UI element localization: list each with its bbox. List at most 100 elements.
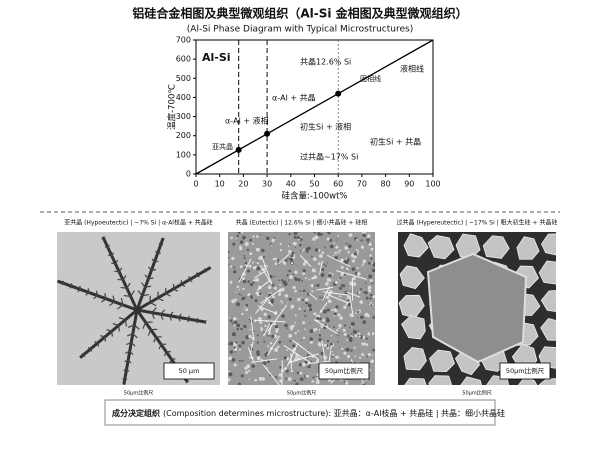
grain: [297, 278, 301, 282]
grain: [340, 265, 344, 269]
grain: [372, 361, 374, 363]
grain: [229, 265, 233, 268]
si-crystal: [403, 347, 427, 371]
grain: [334, 251, 337, 255]
grain: [344, 246, 349, 250]
grain: [323, 343, 328, 348]
annotation: α-Al + 液相: [225, 116, 269, 126]
grain: [356, 266, 359, 270]
dendrite-arm: [163, 351, 167, 357]
dendrite-arm: [126, 341, 132, 346]
grain: [343, 332, 347, 336]
grain: [240, 374, 244, 378]
grain: [362, 262, 365, 265]
dendrite-arm: [169, 358, 172, 364]
subtitle: (Al-Si Phase Diagram with Typical Micros…: [187, 25, 413, 35]
grain: [279, 366, 282, 369]
grain: [252, 242, 255, 245]
grain: [348, 244, 352, 248]
grain: [368, 303, 371, 306]
grain: [285, 377, 288, 380]
grain: [276, 262, 280, 266]
dendrite-arm: [111, 262, 116, 265]
grain: [311, 255, 313, 258]
dendrite-arm: [153, 336, 157, 343]
grain: [248, 369, 251, 372]
needle: [335, 270, 367, 280]
grain: [363, 342, 366, 346]
grain: [292, 273, 295, 275]
grain: [325, 318, 330, 323]
x-tick-label: 90: [404, 180, 414, 189]
grain: [350, 349, 353, 352]
grain: [253, 279, 256, 282]
grain: [234, 348, 238, 352]
grain: [362, 259, 367, 264]
si-crystal: [538, 378, 556, 385]
grain: [361, 264, 364, 267]
panel-caption: 过共晶 (Hypereutectic) | ~17% Si | 粗大初生硅 + …: [397, 219, 558, 227]
dendrite-arm: [151, 307, 157, 314]
grain: [240, 294, 242, 296]
grain: [322, 309, 327, 314]
dendrite-arm: [142, 322, 147, 329]
grain: [288, 250, 292, 254]
grain: [357, 310, 360, 313]
dendrite-arm: [155, 250, 158, 254]
grain: [369, 279, 373, 283]
grain: [351, 325, 353, 328]
grain: [294, 246, 297, 248]
grain: [316, 283, 320, 287]
grain: [366, 338, 369, 340]
grain: [260, 326, 263, 329]
y-tick-label: 100: [176, 150, 191, 159]
si-crystal: [482, 235, 510, 259]
grain: [247, 280, 251, 283]
grain: [235, 291, 237, 293]
dendrite: [101, 236, 139, 311]
grain: [299, 290, 301, 293]
dendrite-arm: [137, 290, 143, 297]
grain: [306, 354, 309, 357]
grain: [336, 341, 339, 343]
point: [264, 130, 271, 137]
grain: [308, 294, 310, 296]
grain: [292, 344, 296, 348]
grain: [372, 316, 375, 319]
grain: [287, 245, 290, 247]
needle: [238, 258, 252, 283]
dendrite-arm: [158, 344, 162, 350]
dendrite-arm: [204, 270, 208, 273]
grain: [231, 256, 235, 261]
grain: [312, 237, 316, 241]
needle: [299, 255, 312, 267]
grain: [228, 372, 233, 377]
dendrite-arm: [180, 283, 186, 288]
grain: [309, 340, 313, 344]
grain: [335, 355, 339, 359]
grain: [294, 331, 297, 335]
grain: [314, 327, 318, 331]
grain: [281, 279, 284, 282]
needle: [308, 360, 329, 364]
dendrite-arm: [195, 320, 198, 324]
panel-note: 50µm比例尺: [124, 390, 153, 397]
grain: [371, 332, 375, 336]
point: [235, 146, 242, 153]
grain: [261, 377, 265, 381]
dendrite-arm: [95, 290, 99, 296]
dendrite-arm: [160, 313, 164, 320]
grain: [309, 329, 314, 333]
grain: [250, 344, 253, 347]
grain: [298, 238, 300, 241]
grain: [278, 292, 282, 296]
grain: [228, 311, 229, 313]
grain: [325, 281, 329, 286]
grain: [350, 321, 355, 326]
grain: [270, 332, 272, 334]
grain: [335, 305, 339, 309]
scale-label: 50 µm: [179, 367, 200, 375]
grain: [271, 238, 275, 243]
dendrite-arm: [70, 283, 73, 287]
